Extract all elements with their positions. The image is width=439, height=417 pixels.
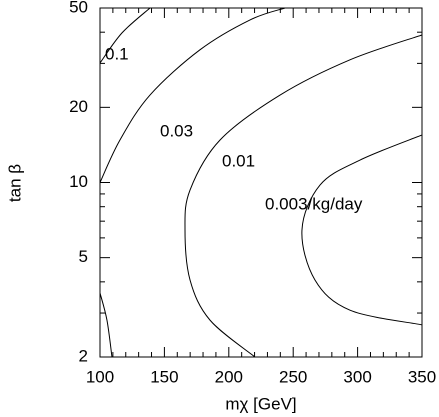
y-axis-label: tan β bbox=[5, 164, 24, 202]
x-tick-label: 350 bbox=[408, 367, 436, 386]
x-tick-label: 250 bbox=[279, 367, 307, 386]
contour-label: 0.1 bbox=[105, 44, 129, 63]
contour-line bbox=[301, 134, 422, 326]
x-tick-label: 300 bbox=[343, 367, 371, 386]
x-axis-label: mχ [GeV] bbox=[225, 394, 296, 413]
contour-line bbox=[184, 34, 422, 357]
x-tick-label: 200 bbox=[215, 367, 243, 386]
contour-line bbox=[100, 8, 151, 64]
y-tick-label: 2 bbox=[79, 346, 88, 365]
x-tick-label: 150 bbox=[150, 367, 178, 386]
y-tick-label: 10 bbox=[69, 172, 88, 191]
x-tick-label: 100 bbox=[86, 367, 114, 386]
y-tick-label: 50 bbox=[69, 0, 88, 16]
contour-label: 0.03 bbox=[160, 121, 193, 140]
plot-frame bbox=[99, 7, 423, 358]
contour-label: 0.01 bbox=[222, 151, 255, 170]
y-tick-label: 5 bbox=[79, 247, 88, 266]
contour-line bbox=[100, 292, 113, 357]
contour-label: 0.003/kg/day bbox=[265, 194, 363, 213]
contour-line bbox=[100, 8, 286, 183]
curves bbox=[100, 8, 422, 357]
y-tick-label: 20 bbox=[69, 97, 88, 116]
